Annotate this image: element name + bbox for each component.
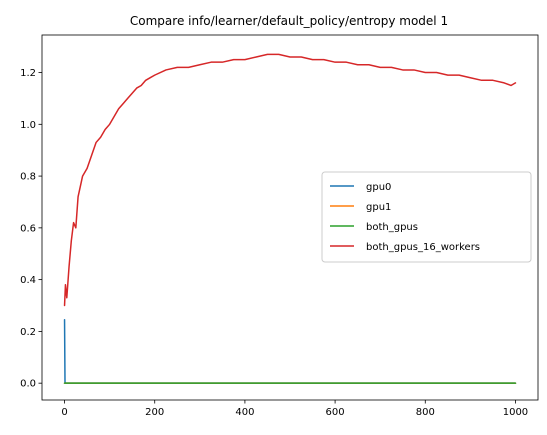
x-axis-ticks: 0 200 400 600 800 1000 xyxy=(61,400,528,418)
y-tick-label: 0.0 xyxy=(20,379,36,390)
y-axis-ticks: 0.0 0.2 0.4 0.6 0.8 1.0 1.2 xyxy=(20,68,42,390)
x-tick-label: 1000 xyxy=(503,407,528,418)
x-tick-label: 600 xyxy=(326,407,345,418)
legend-box xyxy=(321,171,532,263)
y-tick-label: 1.0 xyxy=(20,120,36,131)
legend-label-both-gpus-16-workers: both_gpus_16_workers xyxy=(366,242,480,253)
series-line-both-gpus-16-workers xyxy=(63,53,517,307)
plot-frame xyxy=(41,34,539,401)
x-tick-label: 0 xyxy=(61,407,67,418)
y-tick-label: 0.2 xyxy=(20,327,36,338)
legend-label-both-gpus: both_gpus xyxy=(366,222,418,233)
legend-label-gpu0: gpu0 xyxy=(366,182,391,193)
y-tick-label: 0.4 xyxy=(20,275,36,286)
y-tick-label: 0.8 xyxy=(20,172,36,183)
x-tick-label: 400 xyxy=(235,407,254,418)
y-tick-label: 1.2 xyxy=(20,68,36,79)
legend-label-gpu1: gpu1 xyxy=(366,202,391,213)
chart-title: Compare info/learner/default_policy/entr… xyxy=(130,14,448,28)
x-tick-label: 800 xyxy=(416,407,435,418)
x-tick-label: 200 xyxy=(145,407,164,418)
y-tick-label: 0.6 xyxy=(20,223,36,234)
plot-series-group xyxy=(63,53,517,384)
legend: gpu0 gpu1 both_gpus both_gpus_16_workers xyxy=(321,171,532,263)
